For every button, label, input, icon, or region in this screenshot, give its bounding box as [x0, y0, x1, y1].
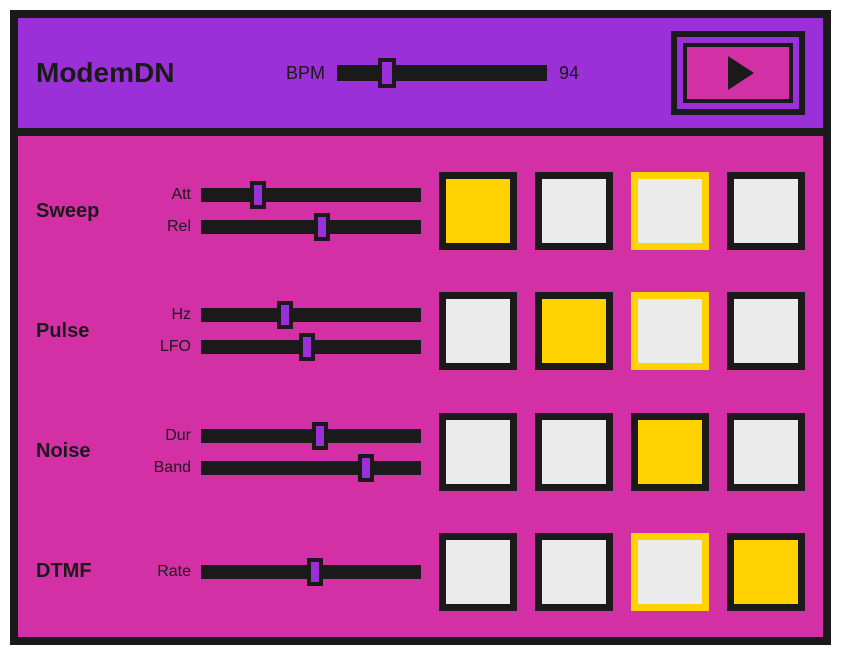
param-label: Hz: [141, 306, 191, 324]
param-slider-thumb[interactable]: [277, 301, 293, 329]
track-row: PulseHz LFO: [36, 276, 805, 386]
play-button-frame: [671, 31, 805, 115]
param: Att: [141, 186, 431, 204]
param-slider[interactable]: [201, 308, 421, 322]
param-slider[interactable]: [201, 429, 421, 443]
track-params: Att Rel: [141, 186, 431, 236]
param: Band: [141, 459, 431, 477]
app-title: ModemDN: [36, 57, 286, 89]
step-cell[interactable]: [535, 172, 613, 250]
param-slider-thumb[interactable]: [358, 454, 374, 482]
step-cell[interactable]: [439, 413, 517, 491]
step-cell[interactable]: [727, 292, 805, 370]
step-cell[interactable]: [631, 413, 709, 491]
param-slider[interactable]: [201, 461, 421, 475]
step-cell[interactable]: [631, 292, 709, 370]
play-button[interactable]: [683, 43, 793, 103]
play-icon: [728, 56, 754, 90]
track-row: DTMFRate: [36, 517, 805, 627]
param-label: Att: [141, 186, 191, 204]
step-cell[interactable]: [727, 533, 805, 611]
track-name: Sweep: [36, 200, 141, 223]
param-slider[interactable]: [201, 565, 421, 579]
step-cell[interactable]: [727, 413, 805, 491]
track-params: Rate: [141, 563, 431, 581]
track-name: Pulse: [36, 320, 141, 343]
step-sequence: [431, 533, 805, 611]
step-cell[interactable]: [535, 413, 613, 491]
step-cell[interactable]: [439, 172, 517, 250]
step-cell[interactable]: [631, 533, 709, 611]
step-cell[interactable]: [631, 172, 709, 250]
track-name: DTMF: [36, 560, 141, 583]
param-slider[interactable]: [201, 220, 421, 234]
bpm-control: BPM 94: [286, 63, 579, 84]
track-row: NoiseDur Band: [36, 397, 805, 507]
step-cell[interactable]: [439, 533, 517, 611]
param-label: Dur: [141, 427, 191, 445]
param-slider-thumb[interactable]: [312, 422, 328, 450]
param-slider-thumb[interactable]: [299, 333, 315, 361]
track-params: Hz LFO: [141, 306, 431, 356]
param-slider[interactable]: [201, 340, 421, 354]
param: Rate: [141, 563, 431, 581]
param: Dur: [141, 427, 431, 445]
param-slider-thumb[interactable]: [314, 213, 330, 241]
step-cell[interactable]: [439, 292, 517, 370]
bpm-label: BPM: [286, 63, 325, 84]
param: LFO: [141, 338, 431, 356]
track-params: Dur Band: [141, 427, 431, 477]
tracks-body: SweepAtt Rel PulseHz LFO NoiseDur Band DTMFRat…: [18, 136, 823, 637]
bpm-slider[interactable]: [337, 65, 547, 81]
param-slider-thumb[interactable]: [307, 558, 323, 586]
bpm-value: 94: [559, 63, 579, 84]
step-cell[interactable]: [535, 533, 613, 611]
bpm-slider-thumb[interactable]: [378, 58, 396, 88]
param: Hz: [141, 306, 431, 324]
step-cell[interactable]: [535, 292, 613, 370]
header-bar: ModemDN BPM 94: [18, 18, 823, 136]
param-slider-thumb[interactable]: [250, 181, 266, 209]
param: Rel: [141, 218, 431, 236]
track-name: Noise: [36, 440, 141, 463]
step-sequence: [431, 172, 805, 250]
param-slider[interactable]: [201, 188, 421, 202]
track-row: SweepAtt Rel: [36, 156, 805, 266]
step-sequence: [431, 413, 805, 491]
param-label: LFO: [141, 338, 191, 356]
param-label: Rel: [141, 218, 191, 236]
param-label: Band: [141, 459, 191, 477]
synth-panel: ModemDN BPM 94 SweepAtt Rel PulseHz LFO Nois…: [10, 10, 831, 645]
step-cell[interactable]: [727, 172, 805, 250]
step-sequence: [431, 292, 805, 370]
param-label: Rate: [141, 563, 191, 581]
